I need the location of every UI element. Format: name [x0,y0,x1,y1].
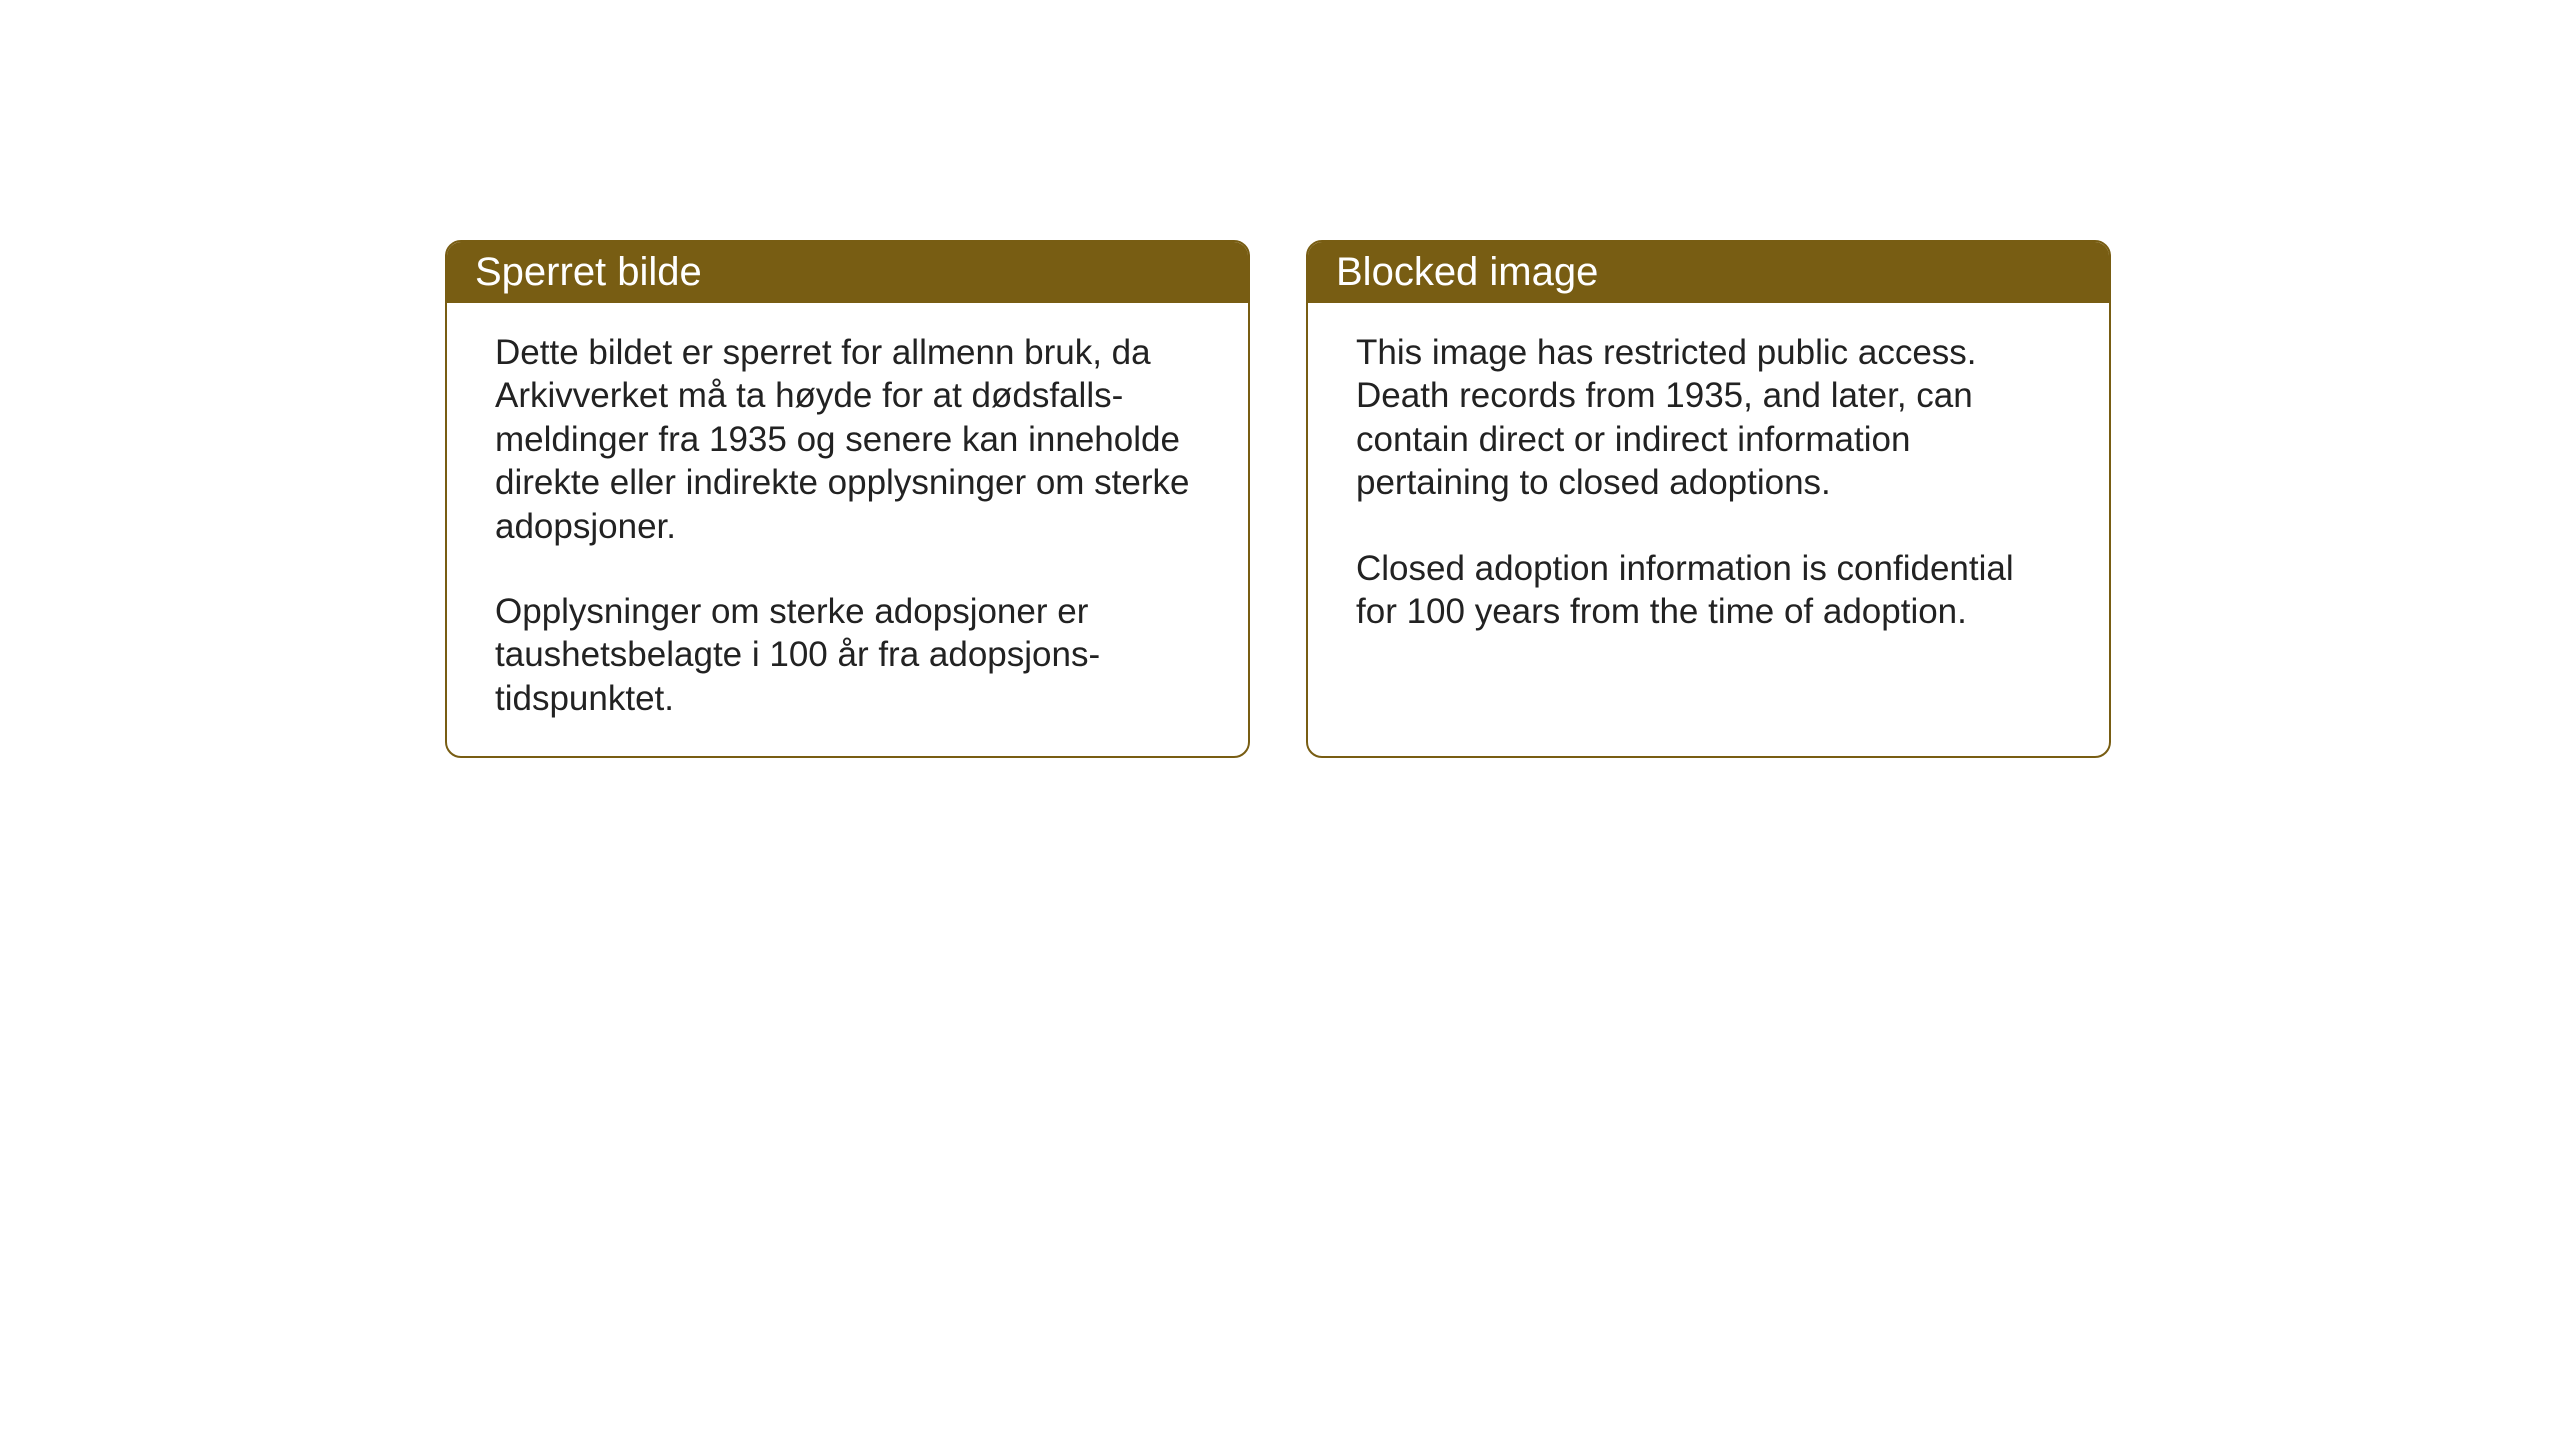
notice-body-norwegian: Dette bildet er sperret for allmenn bruk… [447,303,1248,756]
notice-body-english: This image has restricted public access.… [1308,303,2109,743]
notice-paragraph: Dette bildet er sperret for allmenn bruk… [495,331,1200,548]
notice-title-norwegian: Sperret bilde [447,242,1248,303]
notice-paragraph: Closed adoption information is confident… [1356,547,2061,634]
notice-card-norwegian: Sperret bilde Dette bildet er sperret fo… [445,240,1250,758]
notice-paragraph: This image has restricted public access.… [1356,331,2061,505]
notice-container: Sperret bilde Dette bildet er sperret fo… [445,240,2111,758]
notice-title-english: Blocked image [1308,242,2109,303]
notice-paragraph: Opplysninger om sterke adopsjoner er tau… [495,590,1200,720]
notice-card-english: Blocked image This image has restricted … [1306,240,2111,758]
